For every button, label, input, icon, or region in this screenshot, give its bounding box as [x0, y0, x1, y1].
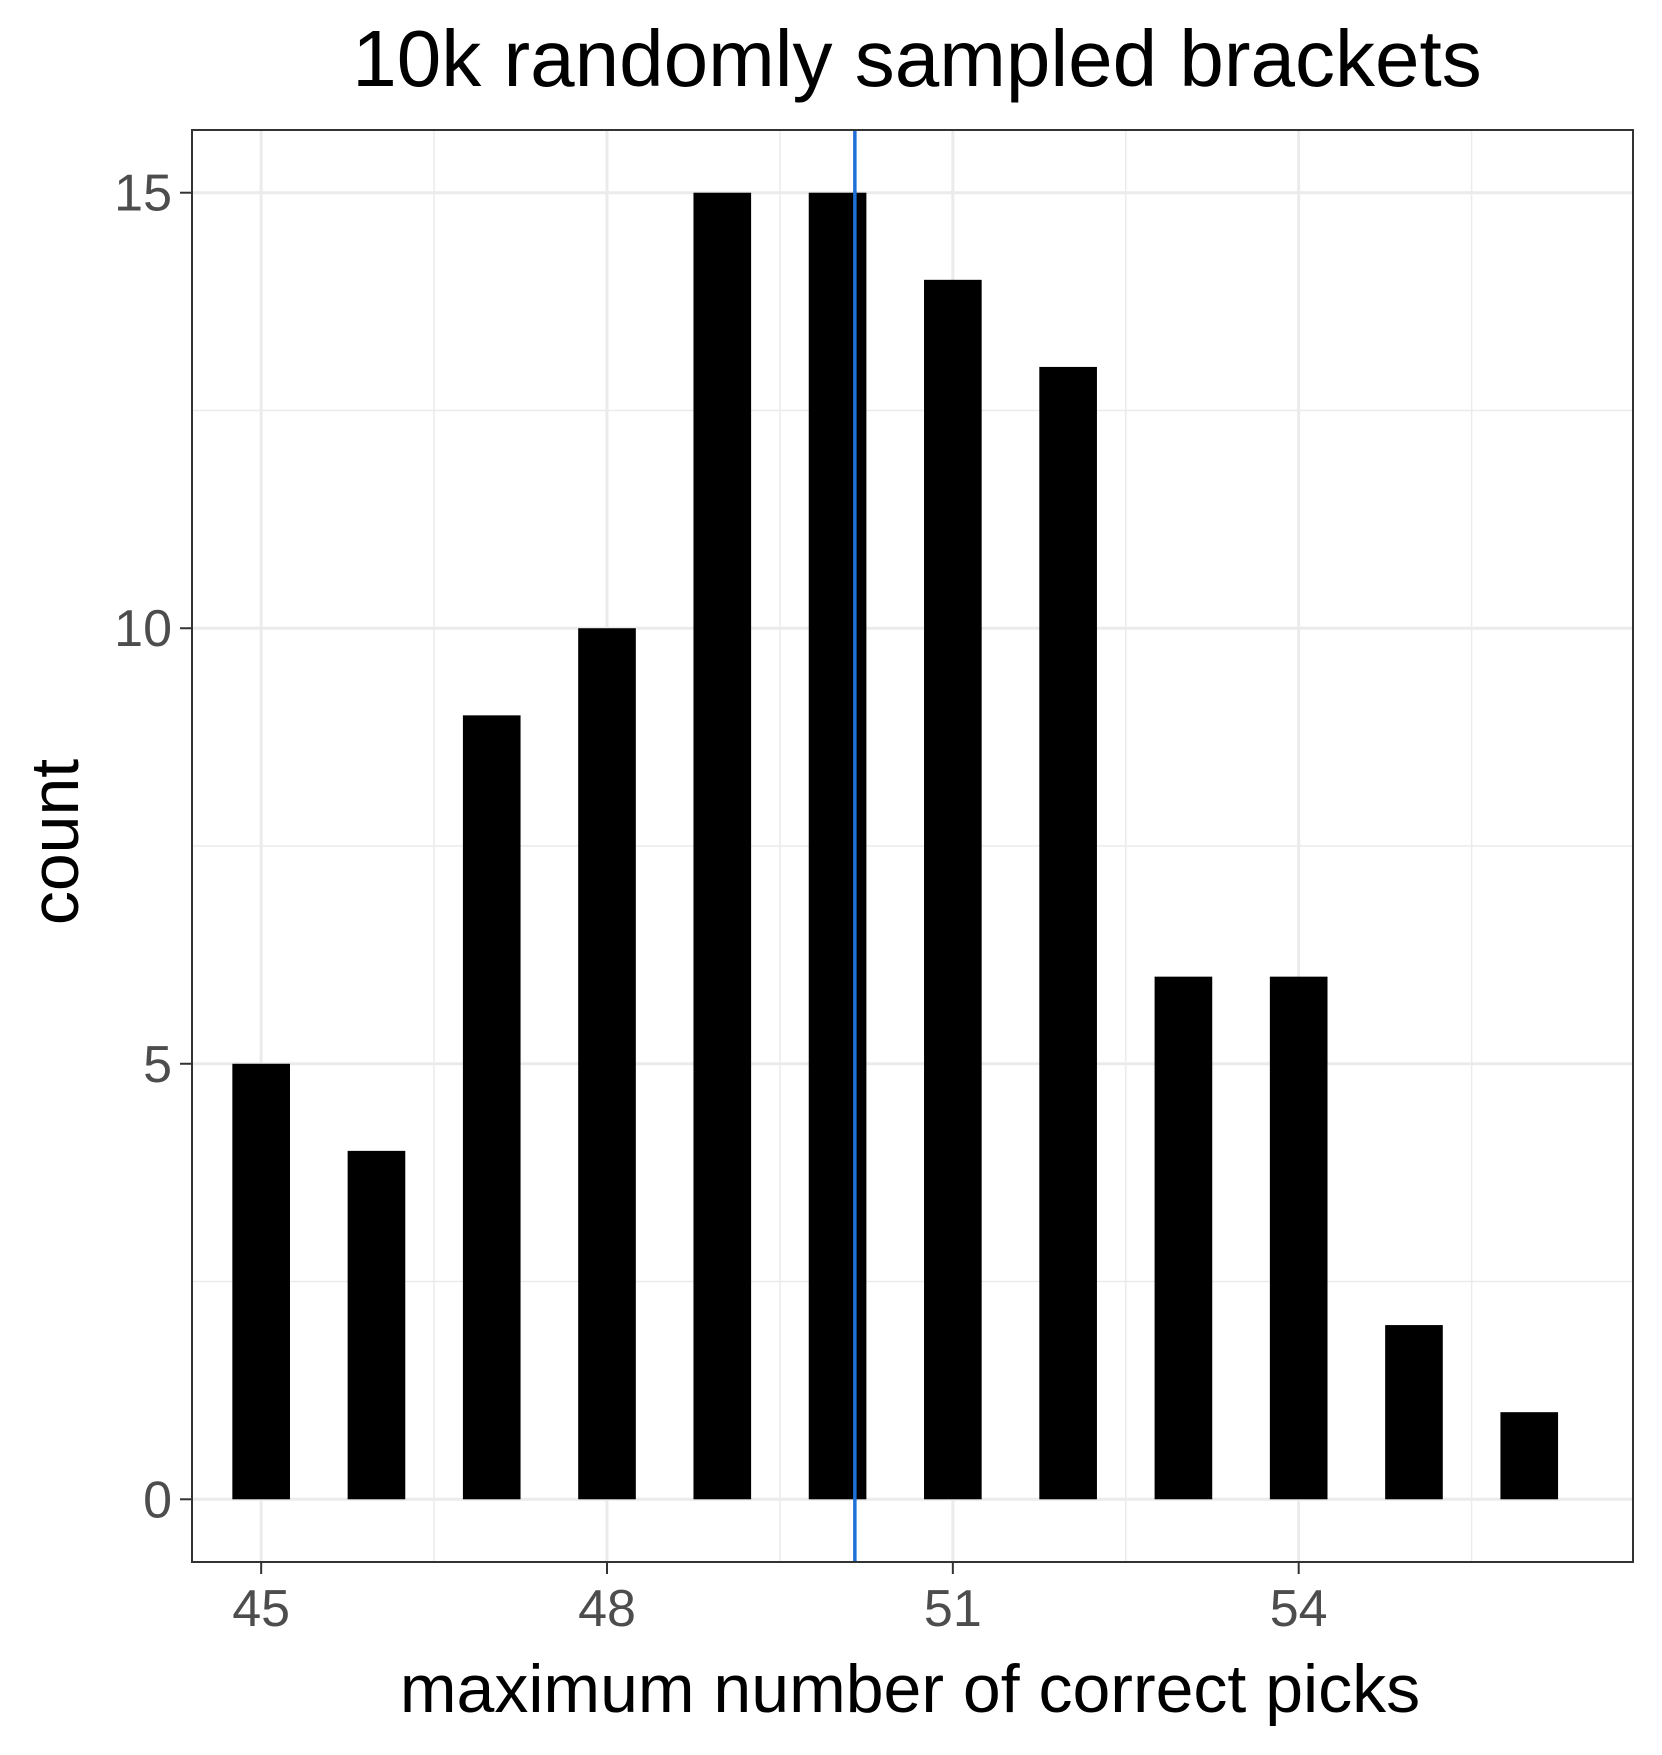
histogram-bar	[693, 192, 752, 1500]
y-tick-label: 0	[143, 1471, 172, 1529]
histogram-bar	[578, 628, 636, 1500]
histogram-bar	[1385, 1325, 1443, 1500]
histogram-bar	[347, 1150, 406, 1500]
x-tick-label: 48	[578, 1580, 636, 1638]
histogram-bar	[462, 715, 521, 1500]
axes: 45 48 51 54 0 5 10 15	[114, 165, 1327, 1638]
histogram-bar	[1269, 976, 1328, 1500]
x-axis-title: maximum number of correct picks	[400, 1651, 1420, 1727]
x-tick-label: 54	[1270, 1580, 1328, 1638]
histogram-bar	[1154, 976, 1213, 1500]
y-tick-label: 5	[143, 1036, 172, 1094]
bars	[232, 192, 1559, 1500]
histogram-bar	[1039, 366, 1097, 1500]
histogram-bar	[232, 1063, 290, 1500]
chart-title: 10k randomly sampled brackets	[352, 14, 1481, 103]
y-axis-title: count	[17, 759, 93, 925]
histogram-bar	[808, 192, 867, 1500]
histogram-bar	[1500, 1412, 1559, 1500]
y-tick-label: 10	[114, 600, 172, 658]
x-tick-label: 45	[232, 1580, 290, 1638]
y-tick-label: 15	[114, 165, 172, 223]
x-tick-label: 51	[924, 1580, 982, 1638]
panel-border	[191, 129, 1634, 1563]
histogram-bar	[924, 279, 982, 1500]
